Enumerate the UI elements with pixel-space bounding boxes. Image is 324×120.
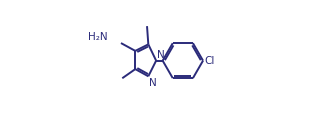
Text: N: N [149, 78, 157, 88]
Text: Cl: Cl [204, 56, 214, 66]
Text: N: N [157, 50, 165, 60]
Text: H₂N: H₂N [88, 32, 108, 42]
